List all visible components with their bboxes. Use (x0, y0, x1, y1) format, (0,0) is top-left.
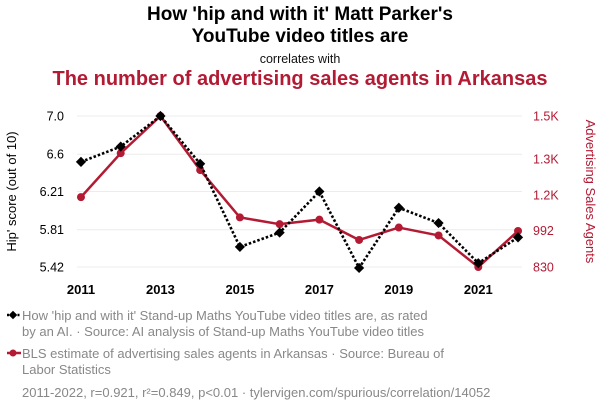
y-tick-left: 6.21 (40, 185, 64, 199)
series2-line (80, 114, 519, 269)
x-tick: 2013 (146, 282, 175, 297)
x-tick: 2011 (67, 282, 95, 297)
series1-point (354, 262, 365, 274)
series1-point (234, 241, 245, 253)
x-tick: 2019 (384, 282, 413, 297)
y-tick-right: 1.3K (533, 152, 559, 166)
y-tick-left: 7.0 (47, 110, 64, 124)
x-tick: 2021 (464, 282, 493, 297)
legend-item-series1[interactable]: How 'hip and with it' Stand-up Maths You… (6, 308, 596, 339)
footer-stats: 2011-2022, r=0.921, r²=0.849, p<0.01 · t… (22, 385, 491, 400)
y-tick-left: 5.81 (40, 223, 64, 237)
legend-label-series1: How 'hip and with it' Stand-up Maths You… (22, 308, 428, 323)
series1-point (473, 258, 484, 269)
series2-point (434, 231, 443, 240)
x-tick: 2017 (305, 282, 334, 297)
series1-point (314, 186, 325, 197)
series2-point (275, 220, 284, 229)
y-axis-label-right: Advertising Sales Agents (583, 120, 598, 264)
y-tick-right: 1.5K (533, 110, 559, 124)
series1-point (155, 110, 166, 122)
series2-point (235, 213, 244, 222)
series1-point (75, 156, 87, 167)
series2-point (355, 235, 364, 244)
legend-swatch-series2 (7, 349, 21, 357)
y-tick-left: 5.42 (40, 261, 64, 275)
chart-title-line1: How 'hip and with it' Matt Parker's (147, 4, 453, 25)
series2-point (394, 223, 403, 232)
series2-point (315, 215, 324, 224)
correlates-label: correlates with (259, 52, 341, 66)
y-axis-label-left: Hip' score (out of 10) (4, 131, 19, 251)
legend-item-series2[interactable]: BLS estimate of advertising sales agents… (6, 346, 596, 377)
series2-point (514, 226, 523, 235)
y-tick-right: 992 (533, 224, 554, 238)
series1-point (433, 217, 444, 229)
chart-title-line2: YouTube video titles are (191, 26, 409, 47)
series2-point (116, 149, 125, 158)
chart-title-line3: The number of advertising sales agents i… (52, 68, 548, 90)
series1-point (512, 232, 524, 243)
y-tick-right: 830 (533, 261, 554, 275)
legend-label-series2: BLS estimate of advertising sales agents… (22, 346, 445, 361)
y-tick-right: 1.2K (533, 188, 559, 202)
legend-label-series2-cont: Labor Statistics (22, 361, 111, 377)
x-tick: 2015 (225, 282, 254, 297)
y-tick-left: 6.6 (47, 148, 64, 162)
series2-point (76, 193, 85, 202)
legend-swatch-series1 (7, 310, 21, 320)
legend-label-series1-cont: by an AI. · Source: AI analysis of Stand… (22, 323, 425, 339)
